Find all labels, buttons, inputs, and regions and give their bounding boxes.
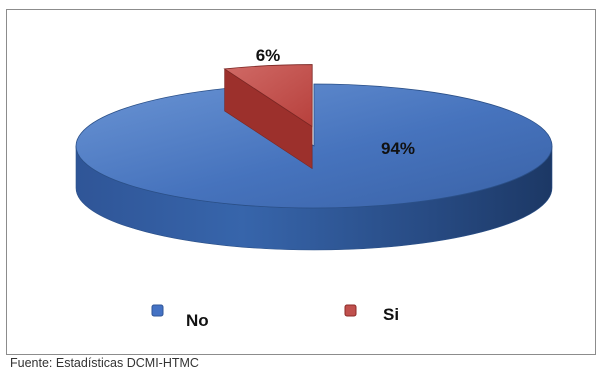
legend-item-si: Si <box>344 304 399 324</box>
pie-slice-top-si <box>223 64 313 128</box>
pie-slice-top-no <box>75 83 553 209</box>
legend-swatch-si <box>344 304 357 317</box>
data-label-no: 94% <box>381 139 415 158</box>
pie-slice-no <box>75 83 553 251</box>
legend-item-no: No <box>151 304 209 330</box>
pie-slice-si <box>223 64 313 170</box>
legend-swatch-no <box>151 304 164 317</box>
source-note: Fuente: Estadísticas DCMI-HTMC <box>10 356 199 370</box>
legend-label-no: No <box>186 311 209 330</box>
legend-label-si: Si <box>383 305 399 324</box>
data-label-si: 6% <box>256 46 281 65</box>
